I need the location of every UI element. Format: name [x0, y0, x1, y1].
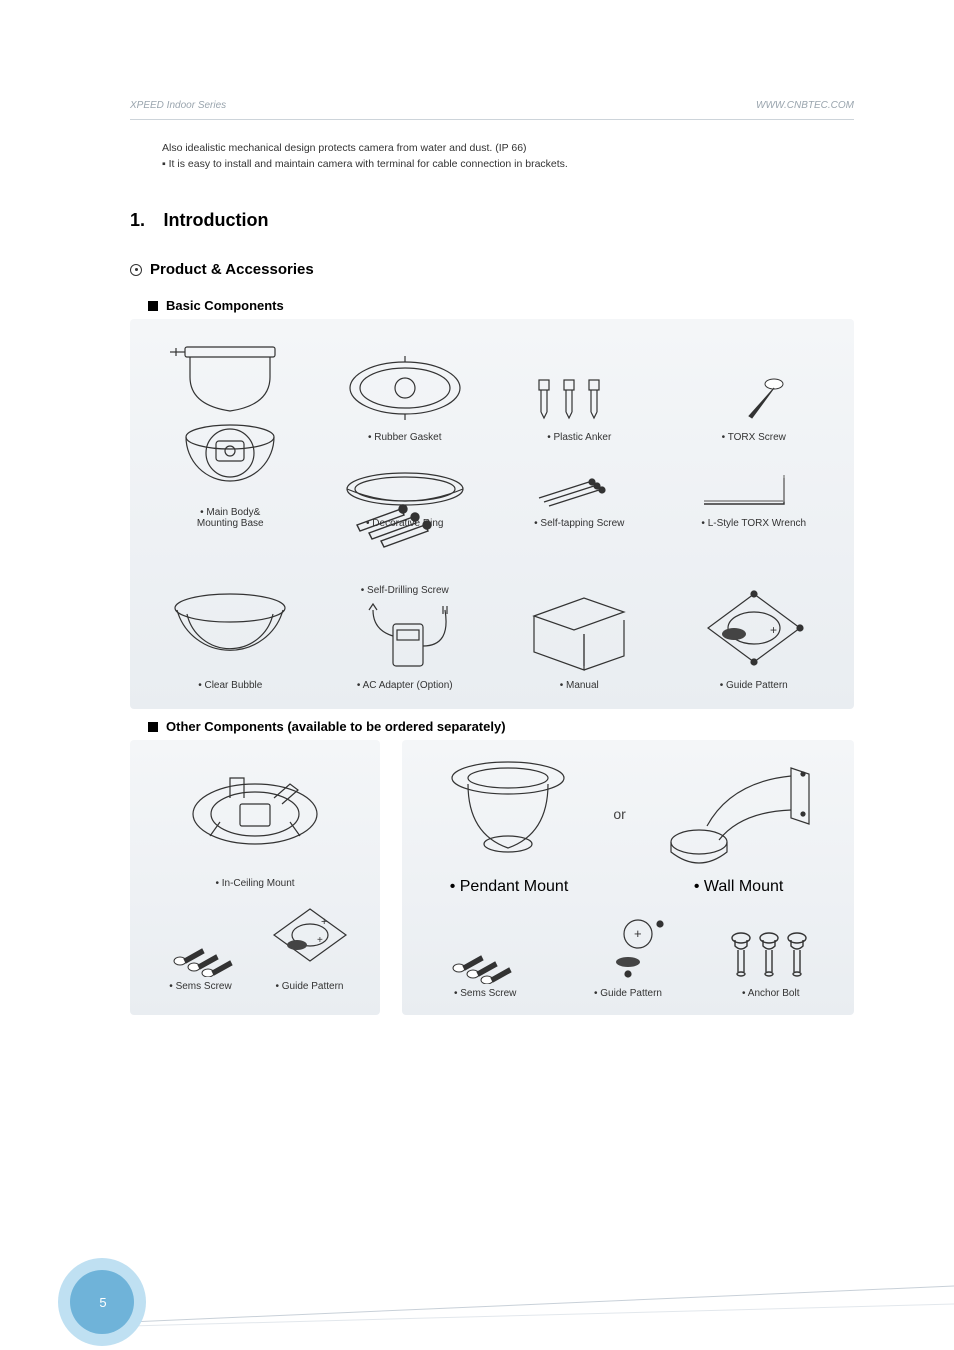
section-number: 1.: [130, 210, 145, 230]
svg-text:+: +: [634, 926, 642, 941]
main-body-icon: [160, 333, 300, 503]
basic-components-panel: • Main Body& Mounting Base • Rubber Gask…: [130, 319, 854, 709]
anchor-bolt-icon: [721, 924, 821, 984]
ac-adapter-label: • AC Adapter (Option): [357, 680, 453, 691]
subsection-title: Product & Accessories: [150, 261, 314, 278]
header-series: XPEED Indoor Series: [130, 100, 226, 111]
page-footer: 5: [0, 1230, 954, 1350]
plastic-anker-icon: [524, 368, 634, 428]
rubber-gasket-label: • Rubber Gasket: [368, 432, 442, 443]
other-heading-text: Other Components (available to be ordere…: [166, 719, 506, 734]
torx-screw-label: • TORX Screw: [722, 432, 786, 443]
guide-pattern-small-icon-r: +: [578, 910, 678, 984]
sems-screw-icon: [166, 921, 236, 977]
ac-adapter-icon: [345, 596, 465, 676]
l-wrench-label: • L-Style TORX Wrench: [701, 518, 806, 529]
square-bullet-icon: [148, 301, 158, 311]
guide-pattern-label-r: • Guide Pattern: [594, 988, 662, 999]
guide-pattern-label-l: • Guide Pattern: [276, 981, 344, 992]
other-right-panel: or • Pe: [402, 740, 854, 1015]
sems-screw-icon-r: [445, 928, 525, 984]
header-url: WWW.CNBTEC.COM: [756, 100, 854, 111]
guide-pattern-label: • Guide Pattern: [720, 680, 788, 691]
l-wrench-icon: [689, 464, 819, 514]
square-bullet-icon: [148, 722, 158, 732]
manual-icon: [519, 586, 639, 676]
or-label: or: [613, 806, 625, 822]
self-drilling-label: • Self-Drilling Screw: [361, 585, 449, 596]
sems-screw-label-r: • Sems Screw: [454, 988, 516, 999]
subsection-heading: Product & Accessories: [130, 261, 854, 278]
other-left-panel: • In-Ceiling Mount • Sems Screw: [130, 740, 380, 1015]
pendant-mount-icon: [436, 754, 586, 874]
torx-screw-icon: [704, 368, 804, 428]
pendant-label: • Pendant Mount: [425, 878, 593, 896]
guide-pattern-icon: +: [694, 586, 814, 676]
in-ceiling-label: • In-Ceiling Mount: [215, 878, 294, 889]
page-number: 5: [92, 1295, 114, 1310]
plastic-anker-label: • Plastic Anker: [547, 432, 611, 443]
wall-mount-label: • Wall Mount: [646, 878, 831, 896]
intro-line-2: ▪ It is easy to install and maintain cam…: [162, 158, 854, 170]
intro-line-1: Also idealistic mechanical design protec…: [162, 142, 854, 154]
guide-pattern-small-icon: + +: [265, 903, 355, 977]
basic-components-heading: Basic Components: [148, 298, 854, 313]
self-tapping-label: • Self-tapping Screw: [534, 518, 624, 529]
self-drilling-icon: [345, 495, 465, 585]
manual-label: • Manual: [560, 680, 599, 691]
clear-bubble-icon: [165, 586, 295, 676]
svg-text:+: +: [770, 623, 777, 637]
in-ceiling-icon: [180, 754, 330, 874]
anchor-bolt-label: • Anchor Bolt: [742, 988, 799, 999]
bullet-icon: [130, 264, 142, 276]
svg-text:+: +: [317, 935, 323, 946]
wall-mount-icon: [651, 754, 821, 874]
basic-heading-text: Basic Components: [166, 298, 284, 313]
section-heading: 1. Introduction: [130, 210, 854, 231]
clear-bubble-label: • Clear Bubble: [198, 680, 262, 691]
svg-text:+: +: [321, 916, 327, 928]
self-tapping-icon: [524, 470, 634, 514]
other-components-heading: Other Components (available to be ordere…: [148, 719, 854, 734]
sems-screw-label-l: • Sems Screw: [169, 981, 231, 992]
main-body-label: • Main Body& Mounting Base: [197, 507, 264, 529]
section-title: Introduction: [163, 210, 268, 230]
page-header: XPEED Indoor Series WWW.CNBTEC.COM: [130, 100, 854, 120]
rubber-gasket-icon: [340, 348, 470, 428]
